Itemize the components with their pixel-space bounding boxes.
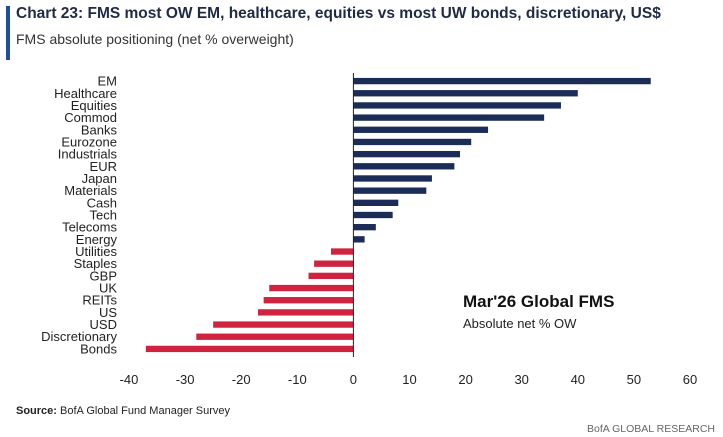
bar-japan bbox=[353, 175, 432, 182]
x-tick-label: -40 bbox=[120, 372, 139, 387]
bars-group bbox=[145, 77, 651, 353]
x-tick-label: 40 bbox=[571, 372, 585, 387]
brand-label: BofA GLOBAL RESEARCH bbox=[587, 423, 715, 435]
bar-commod bbox=[353, 114, 545, 121]
x-tick-label: -20 bbox=[232, 372, 251, 387]
chart-subtitle: FMS absolute positioning (net % overweig… bbox=[16, 31, 294, 47]
bar-banks bbox=[353, 126, 489, 133]
category-label-eur: EUR bbox=[90, 159, 117, 174]
bar-healthcare bbox=[353, 90, 578, 97]
x-tick-label: -30 bbox=[176, 372, 195, 387]
source-note: Source: BofA Global Fund Manager Survey bbox=[16, 405, 230, 417]
category-label-equities: Equities bbox=[71, 98, 118, 113]
category-label-em: EM bbox=[98, 74, 118, 89]
title-accent-bar bbox=[6, 6, 10, 60]
x-tick-label: 30 bbox=[514, 372, 528, 387]
x-tick-label: 60 bbox=[683, 372, 697, 387]
category-label-healthcare: Healthcare bbox=[54, 86, 117, 101]
annotation-subtitle: Absolute net % OW bbox=[463, 316, 577, 331]
bar-telecoms bbox=[353, 224, 376, 231]
bar-us bbox=[258, 309, 354, 316]
bar-cash bbox=[353, 199, 399, 206]
x-tick-label: 50 bbox=[627, 372, 641, 387]
bar-equities bbox=[353, 102, 561, 109]
source-text: BofA Global Fund Manager Survey bbox=[60, 405, 231, 417]
category-labels-group: EMHealthcareEquitiesCommodBanksEurozoneI… bbox=[41, 74, 117, 357]
bar-discretionary bbox=[196, 333, 354, 340]
x-tick-label: 10 bbox=[402, 372, 416, 387]
category-label-industrials: Industrials bbox=[58, 147, 118, 162]
category-label-us: US bbox=[99, 305, 117, 320]
annotation-title: Mar'26 Global FMS bbox=[463, 292, 614, 311]
category-label-bonds: Bonds bbox=[80, 341, 117, 356]
bar-gbp bbox=[308, 272, 354, 280]
bar-usd bbox=[213, 321, 354, 328]
category-label-energy: Energy bbox=[76, 232, 118, 247]
category-label-tech: Tech bbox=[90, 208, 117, 223]
x-tick-label: 20 bbox=[458, 372, 472, 387]
category-label-materials: Materials bbox=[64, 183, 117, 198]
x-tick-label: 0 bbox=[350, 372, 357, 387]
category-label-eurozone: Eurozone bbox=[61, 134, 117, 149]
category-label-commod: Commod bbox=[64, 110, 117, 125]
category-label-japan: Japan bbox=[82, 171, 117, 186]
category-label-uk: UK bbox=[99, 281, 117, 296]
bar-materials bbox=[353, 187, 427, 194]
bar-utilities bbox=[330, 248, 354, 255]
category-label-discretionary: Discretionary bbox=[41, 329, 117, 344]
x-tick-label: -10 bbox=[288, 372, 307, 387]
source-label: Source: bbox=[16, 405, 57, 417]
bar-industrials bbox=[353, 150, 460, 158]
bar-bonds bbox=[145, 345, 354, 353]
category-label-gbp: GBP bbox=[90, 268, 117, 283]
x-tick-labels-group: -40 -30 -20 -10 0 10 20 30 40 50 60 bbox=[120, 372, 698, 387]
category-label-banks: Banks bbox=[81, 122, 118, 137]
category-label-telecoms: Telecoms bbox=[62, 220, 117, 235]
bar-energy bbox=[353, 236, 365, 243]
category-label-cash: Cash bbox=[87, 195, 117, 210]
category-label-reits: REITs bbox=[82, 293, 117, 308]
category-label-staples: Staples bbox=[74, 256, 118, 271]
category-label-usd: USD bbox=[90, 317, 117, 332]
bar-eurozone bbox=[353, 138, 472, 146]
bar-staples bbox=[314, 260, 354, 267]
bar-eur bbox=[353, 163, 455, 170]
bar-uk bbox=[269, 284, 354, 292]
bar-tech bbox=[353, 211, 393, 219]
chart-title: Chart 23: FMS most OW EM, healthcare, eq… bbox=[16, 5, 661, 22]
bar-reits bbox=[263, 297, 354, 304]
category-label-utilities: Utilities bbox=[75, 244, 117, 259]
bar-em bbox=[353, 77, 651, 85]
